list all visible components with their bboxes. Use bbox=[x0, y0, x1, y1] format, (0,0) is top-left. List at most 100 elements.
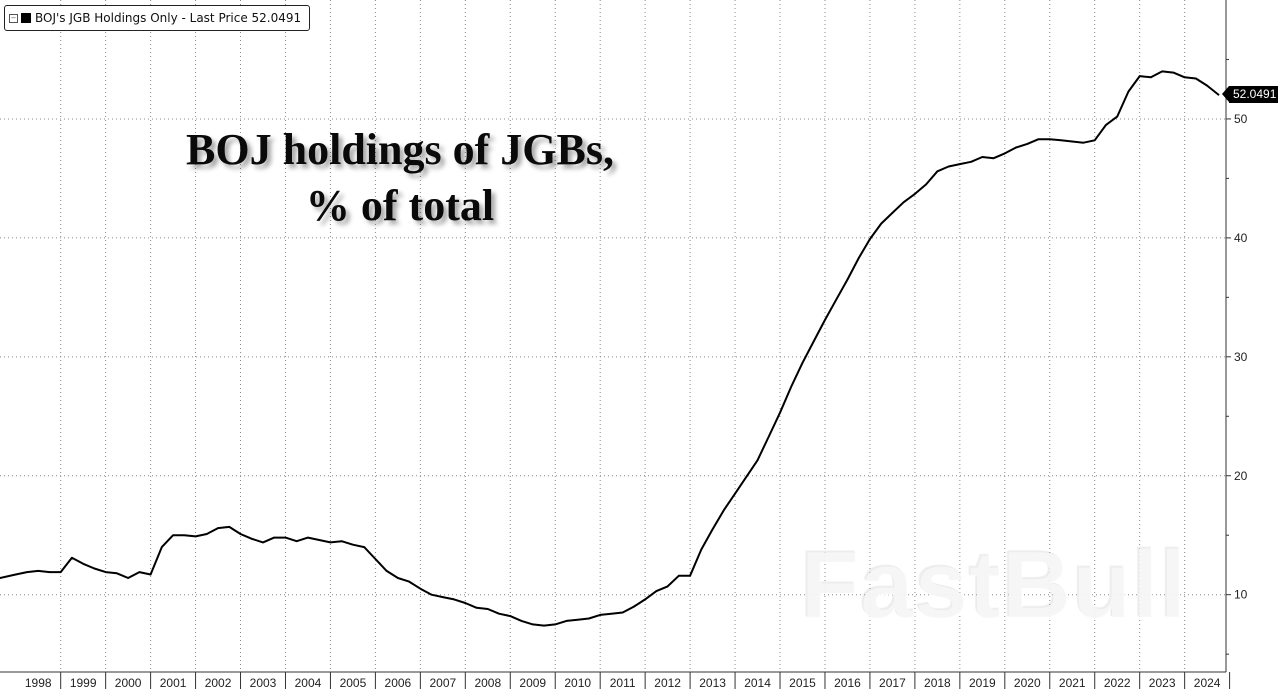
x-tick-label: 2005 bbox=[340, 676, 367, 689]
last-price-tag: 52.0491 bbox=[1221, 86, 1279, 104]
data-point bbox=[374, 558, 377, 560]
data-point bbox=[453, 598, 455, 601]
data-point bbox=[1037, 138, 1040, 140]
data-point bbox=[869, 238, 871, 240]
data-point bbox=[936, 170, 939, 173]
data-point bbox=[262, 541, 264, 544]
data-point bbox=[340, 540, 343, 542]
y-tick-label: 50 bbox=[1234, 112, 1248, 126]
data-point bbox=[509, 615, 512, 617]
data-point bbox=[824, 319, 826, 321]
x-tick-label: 2001 bbox=[160, 676, 187, 689]
data-point bbox=[947, 165, 950, 168]
x-tick-label: 2013 bbox=[699, 676, 726, 689]
data-point bbox=[532, 623, 534, 626]
legend[interactable]: − BOJ's JGB Holdings Only - Last Price 5… bbox=[4, 5, 311, 31]
legend-text: BOJ's JGB Holdings Only - Last Price 52.… bbox=[35, 11, 302, 25]
data-point bbox=[970, 161, 972, 163]
data-point bbox=[812, 340, 815, 343]
data-point bbox=[329, 541, 332, 544]
data-point bbox=[0, 577, 1, 579]
data-point bbox=[1116, 115, 1118, 118]
x-tick-label: 2006 bbox=[385, 676, 412, 689]
data-point bbox=[756, 459, 759, 462]
data-point bbox=[1161, 70, 1163, 73]
data-point bbox=[734, 492, 736, 495]
watermark-logo: FastBull bbox=[800, 531, 1187, 638]
x-tick-label: 2022 bbox=[1104, 676, 1131, 689]
chart-title: BOJ holdings of JGBs, % of total bbox=[165, 122, 635, 234]
data-point bbox=[745, 476, 748, 478]
data-point bbox=[217, 527, 219, 529]
x-tick-label: 2019 bbox=[969, 676, 996, 689]
data-point bbox=[700, 548, 703, 551]
series-layer bbox=[0, 70, 1220, 627]
data-point bbox=[711, 528, 714, 531]
data-point bbox=[104, 571, 107, 573]
x-tick-label: 2018 bbox=[924, 676, 951, 689]
x-tick-label: 1999 bbox=[70, 676, 97, 689]
data-point bbox=[846, 278, 849, 281]
data-point bbox=[26, 571, 28, 573]
x-tick-label: 2012 bbox=[654, 676, 681, 689]
data-point bbox=[891, 212, 894, 214]
data-point bbox=[599, 614, 601, 616]
data-point bbox=[1049, 138, 1051, 140]
data-point bbox=[464, 602, 467, 604]
data-point bbox=[610, 612, 613, 615]
data-point bbox=[71, 557, 73, 559]
data-point bbox=[981, 156, 984, 158]
y-tick-label: 30 bbox=[1234, 350, 1248, 364]
data-point bbox=[768, 435, 770, 438]
data-point bbox=[385, 570, 388, 572]
data-point bbox=[149, 573, 152, 576]
x-tick-label: 2017 bbox=[879, 676, 906, 689]
data-point bbox=[498, 612, 500, 615]
x-tick-label: 2024 bbox=[1194, 676, 1221, 689]
data-point bbox=[352, 543, 354, 546]
data-point bbox=[801, 362, 804, 364]
collapse-box-icon[interactable]: − bbox=[9, 13, 18, 23]
data-point bbox=[655, 590, 658, 592]
x-tick-label: 1998 bbox=[25, 676, 52, 689]
data-point bbox=[925, 183, 927, 186]
data-point bbox=[48, 571, 51, 573]
data-point bbox=[992, 157, 995, 159]
data-point bbox=[138, 571, 141, 573]
data-point bbox=[487, 608, 489, 610]
axes: 10 20 30 40 50 1998 1999 2000 2001 2002 2003 2004 20… bbox=[0, 0, 1248, 689]
data-point bbox=[689, 574, 691, 577]
data-point bbox=[172, 534, 174, 536]
data-point bbox=[430, 593, 433, 596]
x-tick-label: 2016 bbox=[834, 676, 861, 689]
data-point bbox=[295, 540, 298, 542]
data-point bbox=[543, 624, 545, 627]
data-point bbox=[228, 526, 231, 528]
x-tick-label: 2009 bbox=[519, 676, 546, 689]
data-point bbox=[857, 257, 860, 259]
data-point bbox=[419, 587, 422, 590]
data-point bbox=[116, 572, 118, 575]
data-point bbox=[206, 533, 208, 535]
data-point bbox=[318, 539, 321, 541]
data-point bbox=[959, 163, 961, 165]
data-point bbox=[1217, 93, 1220, 96]
x-tick-label: 2020 bbox=[1014, 676, 1041, 689]
data-point bbox=[1015, 146, 1017, 149]
data-point bbox=[127, 577, 129, 579]
y-tick-label: 40 bbox=[1234, 231, 1248, 245]
x-tick-label: 2008 bbox=[474, 676, 501, 689]
data-point bbox=[161, 546, 163, 548]
data-point bbox=[678, 574, 680, 577]
chart-title-line-1: BOJ holdings of JGBs, bbox=[186, 125, 614, 174]
data-point bbox=[82, 563, 84, 565]
data-point bbox=[779, 411, 781, 414]
x-tick-label: 2010 bbox=[564, 676, 591, 689]
data-point bbox=[1127, 90, 1130, 93]
data-point bbox=[442, 596, 444, 598]
data-point bbox=[902, 201, 905, 203]
x-tick-label: 2014 bbox=[744, 676, 771, 689]
data-point bbox=[1026, 143, 1029, 145]
x-tick-label: 2015 bbox=[789, 676, 816, 689]
